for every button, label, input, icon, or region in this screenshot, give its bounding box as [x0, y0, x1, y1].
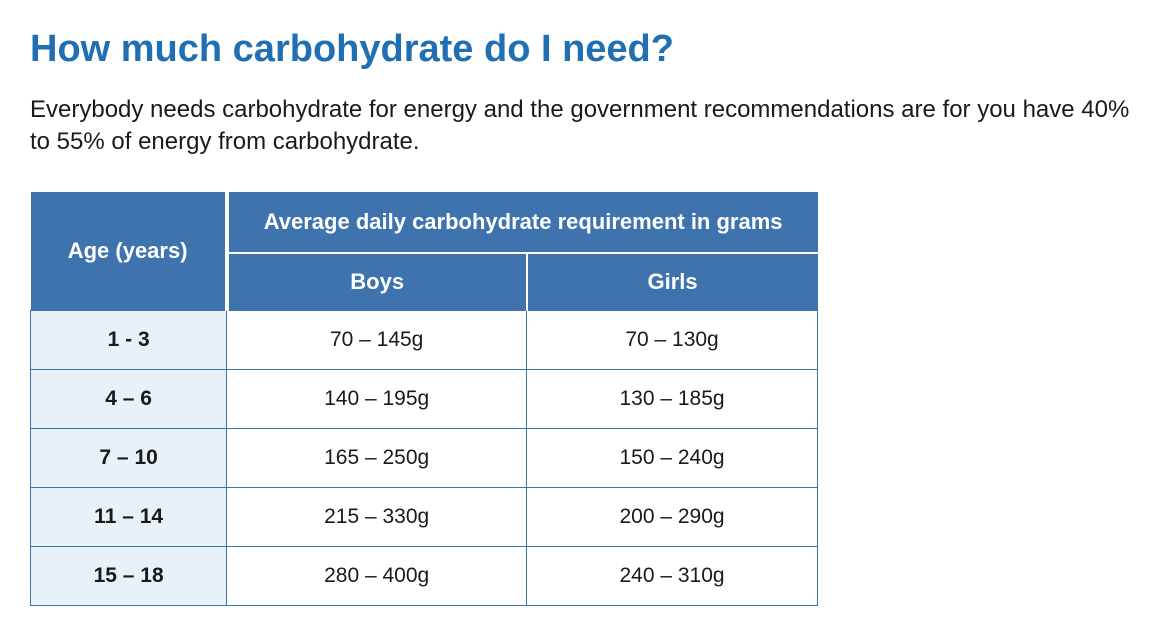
page-heading: How much carbohydrate do I need?: [30, 28, 1146, 72]
table-row: 15 – 18 280 – 400g 240 – 310g: [31, 547, 818, 606]
table-row: 11 – 14 215 – 330g 200 – 290g: [31, 488, 818, 547]
table-row: 1 - 3 70 – 145g 70 – 130g: [31, 311, 818, 370]
cell-girls: 240 – 310g: [527, 547, 818, 606]
cell-age: 4 – 6: [31, 370, 227, 429]
carb-requirement-table: Age (years) Average daily carbohydrate r…: [30, 192, 818, 606]
table-body: 1 - 3 70 – 145g 70 – 130g 4 – 6 140 – 19…: [31, 311, 818, 606]
col-header-span: Average daily carbohydrate requirement i…: [227, 192, 818, 253]
cell-girls: 70 – 130g: [527, 311, 818, 370]
cell-age: 7 – 10: [31, 429, 227, 488]
col-header-age: Age (years): [31, 192, 227, 311]
cell-girls: 200 – 290g: [527, 488, 818, 547]
cell-boys: 215 – 330g: [227, 488, 527, 547]
cell-boys: 165 – 250g: [227, 429, 527, 488]
intro-paragraph: Everybody needs carbohydrate for energy …: [30, 94, 1146, 159]
table-row: 4 – 6 140 – 195g 130 – 185g: [31, 370, 818, 429]
cell-age: 1 - 3: [31, 311, 227, 370]
cell-age: 15 – 18: [31, 547, 227, 606]
cell-boys: 280 – 400g: [227, 547, 527, 606]
col-header-boys: Boys: [227, 253, 527, 311]
cell-girls: 130 – 185g: [527, 370, 818, 429]
cell-age: 11 – 14: [31, 488, 227, 547]
table-row: 7 – 10 165 – 250g 150 – 240g: [31, 429, 818, 488]
cell-boys: 140 – 195g: [227, 370, 527, 429]
cell-girls: 150 – 240g: [527, 429, 818, 488]
col-header-girls: Girls: [527, 253, 818, 311]
cell-boys: 70 – 145g: [227, 311, 527, 370]
